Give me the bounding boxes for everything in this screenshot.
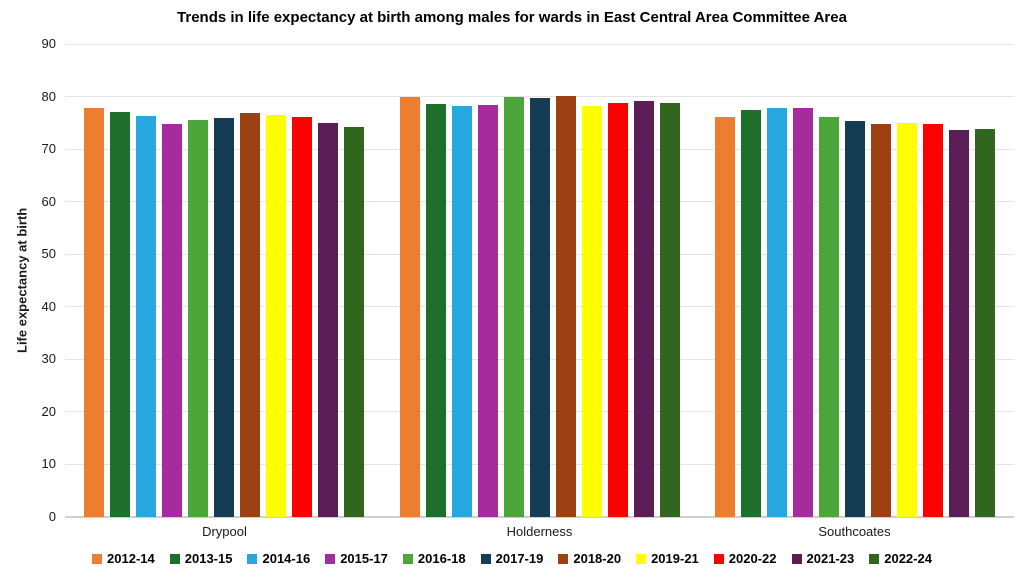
bar-southcoates-2015-17 xyxy=(793,107,813,517)
bar-holderness-2014-16 xyxy=(451,106,472,517)
y-tick-label-60: 60 xyxy=(41,193,56,209)
bar-holderness-2018-20 xyxy=(555,96,576,517)
legend-item-2018-20: 2018-20 xyxy=(558,551,621,566)
bar-holderness-2020-22 xyxy=(607,102,628,517)
x-category-label-southcoates: Southcoates xyxy=(818,524,891,539)
bar-drypool-2012-14 xyxy=(84,108,104,517)
bar-holderness-2019-21 xyxy=(581,105,602,517)
bars-layer xyxy=(65,44,1014,517)
bar-southcoates-2017-19 xyxy=(845,120,865,517)
bar-southcoates-2020-22 xyxy=(923,123,943,517)
legend-swatch-icon xyxy=(480,553,491,564)
legend-label: 2012-14 xyxy=(107,551,155,566)
legend-label: 2017-19 xyxy=(495,551,544,566)
legend-item-2022-24: 2022-24 xyxy=(869,551,932,566)
legend-label: 2014-16 xyxy=(262,551,311,566)
bar-southcoates-2012-14 xyxy=(715,117,735,517)
legend-label: 2022-24 xyxy=(884,551,932,566)
legend-label: 2015-17 xyxy=(340,551,388,566)
legend: 2012-14 2013-15 2014-16 2015-17 2016-18 2017-… xyxy=(0,551,1024,566)
gridline-90 xyxy=(65,43,1014,45)
bar-holderness-2016-18 xyxy=(503,97,524,517)
bar-group-holderness xyxy=(399,96,680,517)
x-axis-category-labels: Drypool Holderness Southcoates xyxy=(65,524,1014,539)
bar-drypool-2020-22 xyxy=(292,116,312,517)
bar-drypool-2021-23 xyxy=(318,122,338,517)
legend-item-2019-21: 2019-21 xyxy=(636,551,699,566)
legend-item-2017-19: 2017-19 xyxy=(480,551,544,566)
y-tick-label-40: 40 xyxy=(41,298,56,314)
legend-swatch-icon xyxy=(325,553,336,564)
legend-swatch-icon xyxy=(713,553,724,564)
bar-drypool-2013-15 xyxy=(110,112,130,517)
legend-swatch-icon xyxy=(558,553,569,564)
legend-item-2020-22: 2020-22 xyxy=(713,551,777,566)
bar-southcoates-2014-16 xyxy=(767,108,787,517)
y-tick-label-90: 90 xyxy=(41,36,56,51)
bar-holderness-2017-19 xyxy=(529,97,550,517)
y-tick-label-10: 10 xyxy=(41,456,56,472)
legend-swatch-icon xyxy=(869,553,880,564)
legend-label: 2018-20 xyxy=(573,551,622,566)
bar-southcoates-2016-18 xyxy=(819,116,839,517)
legend-swatch-icon xyxy=(402,553,413,564)
bar-southcoates-2013-15 xyxy=(741,110,761,517)
bar-drypool-2022-24 xyxy=(344,126,364,517)
legend-item-2016-18: 2016-18 xyxy=(402,551,466,566)
bar-drypool-2016-18 xyxy=(188,120,208,517)
legend-label: 2019-21 xyxy=(651,551,699,566)
bar-group-drypool xyxy=(84,108,364,517)
bar-group-southcoates xyxy=(715,107,995,517)
legend-item-2013-15: 2013-15 xyxy=(169,551,233,566)
bar-southcoates-2019-21 xyxy=(897,122,917,517)
y-tick-label-80: 80 xyxy=(41,88,56,104)
bar-holderness-2015-17 xyxy=(477,104,498,517)
bar-southcoates-2021-23 xyxy=(949,130,969,517)
legend-label: 2020-22 xyxy=(728,551,777,566)
y-tick-label-20: 20 xyxy=(41,403,56,419)
legend-swatch-icon xyxy=(247,553,258,564)
bar-holderness-2021-23 xyxy=(633,100,654,517)
legend-label: 2013-15 xyxy=(184,551,233,566)
y-axis-title: Life expectancy at birth xyxy=(14,207,30,354)
bar-holderness-2013-15 xyxy=(425,103,446,517)
legend-item-2012-14: 2012-14 xyxy=(92,551,155,566)
plot-area xyxy=(65,43,1014,518)
y-tick-label-0: 0 xyxy=(48,509,56,524)
legend-item-2015-17: 2015-17 xyxy=(325,551,388,566)
bar-drypool-2015-17 xyxy=(162,124,182,517)
legend-label: 2021-23 xyxy=(806,551,855,566)
y-tick-label-50: 50 xyxy=(41,246,56,262)
legend-swatch-icon xyxy=(791,553,802,564)
legend-swatch-icon xyxy=(92,553,103,564)
legend-label: 2016-18 xyxy=(417,551,466,566)
bar-drypool-2018-20 xyxy=(240,112,260,517)
bar-drypool-2017-19 xyxy=(214,118,234,517)
legend-swatch-icon xyxy=(636,553,647,564)
gridline-80 xyxy=(65,96,1014,98)
chart-title: Trends in life expectancy at birth among… xyxy=(177,9,847,26)
x-category-label-drypool: Drypool xyxy=(202,524,247,539)
legend-item-2021-23: 2021-23 xyxy=(791,551,855,566)
bar-holderness-2012-14 xyxy=(399,97,420,517)
legend-item-2014-16: 2014-16 xyxy=(247,551,310,566)
legend-swatch-icon xyxy=(169,553,180,564)
bar-southcoates-2022-24 xyxy=(975,128,995,517)
bar-southcoates-2018-20 xyxy=(871,123,891,517)
x-axis-line xyxy=(65,516,1014,518)
bar-drypool-2019-21 xyxy=(266,114,286,517)
x-category-label-holderness: Holderness xyxy=(506,524,573,539)
y-tick-label-30: 30 xyxy=(41,351,56,367)
bar-holderness-2022-24 xyxy=(659,103,680,517)
bar-drypool-2014-16 xyxy=(136,116,156,517)
y-tick-label-70: 70 xyxy=(41,141,56,157)
